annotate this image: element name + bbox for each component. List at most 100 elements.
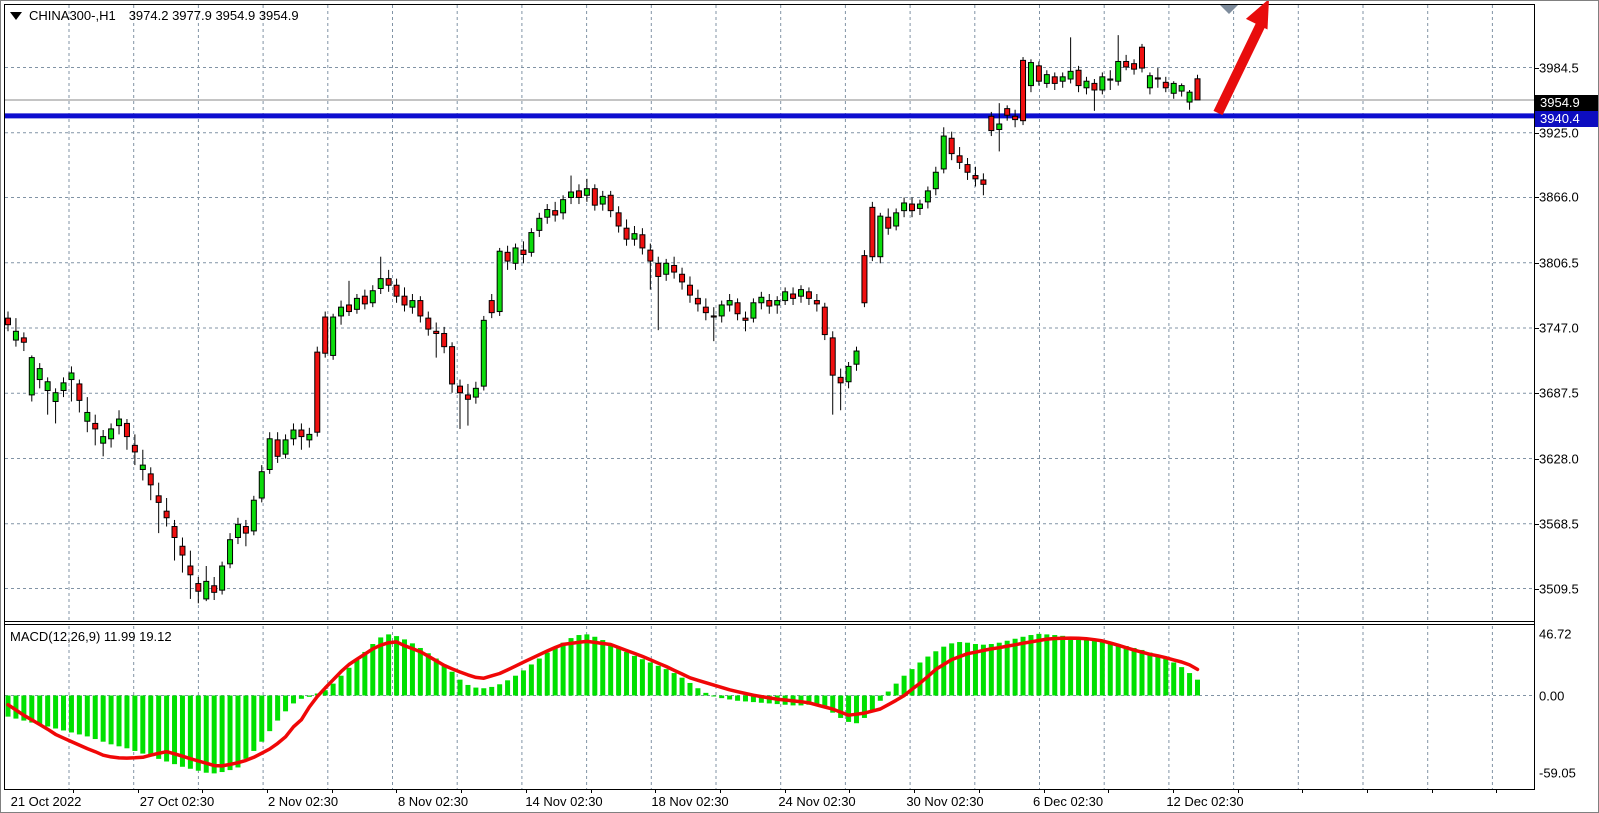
macd-histogram-bar: [719, 695, 725, 699]
macd-histogram-bar: [211, 695, 217, 774]
candle-body: [12, 330, 19, 341]
candle-body: [1043, 74, 1050, 84]
macd-histogram-bar: [1155, 655, 1161, 696]
time-tick-mark: [396, 790, 397, 793]
candle-body: [829, 337, 836, 376]
candle-body: [655, 262, 662, 277]
time-tick-label: 21 Oct 2022: [10, 794, 82, 809]
candle-body: [195, 583, 202, 592]
candle-body: [1027, 62, 1034, 87]
candle-body: [234, 523, 241, 538]
candle-body: [996, 123, 1003, 130]
candle-body: [20, 337, 27, 343]
candle-body: [1035, 65, 1042, 82]
candle-body: [227, 539, 234, 565]
macd-histogram-bar: [941, 646, 947, 696]
macd-histogram-bar: [330, 683, 336, 696]
time-tick-mark: [785, 790, 786, 793]
price-tick-mark: [1535, 589, 1539, 590]
candle-body: [1178, 85, 1185, 92]
candle-body: [282, 439, 289, 455]
time-tick-mark: [1496, 790, 1497, 793]
candle-body: [766, 300, 773, 307]
macd-histogram-bar: [671, 673, 677, 696]
candle-body: [353, 297, 360, 310]
macd-histogram-bar: [76, 695, 82, 735]
macd-histogram-bar: [219, 695, 225, 773]
macd-histogram-bar: [838, 695, 844, 718]
candle-body: [322, 316, 329, 354]
main-chart-canvas[interactable]: [5, 1, 1534, 623]
candle-body: [702, 306, 709, 314]
macd-histogram-bar: [53, 695, 59, 729]
macd-histogram-bar: [909, 669, 915, 696]
candle-body: [575, 190, 582, 198]
macd-histogram-bar: [988, 644, 994, 696]
candle-body: [179, 545, 186, 556]
time-tick-mark: [1173, 790, 1174, 793]
candle-body: [100, 436, 107, 444]
macd-histogram-bar: [1004, 640, 1010, 696]
main-grid: [5, 5, 1534, 621]
trend-arrow-shaft: [1213, 21, 1266, 116]
macd-histogram-bar: [497, 684, 503, 696]
candle-body: [425, 317, 432, 330]
candle-body: [219, 565, 226, 591]
candle-body: [726, 300, 733, 306]
candle-body: [338, 306, 345, 317]
macd-histogram-bar: [195, 695, 201, 771]
price-tick-label: 3925.0: [1539, 125, 1579, 141]
macd-histogram-bar: [576, 635, 582, 696]
candle-body: [980, 179, 987, 185]
time-tick-label: 14 Nov 02:30: [525, 794, 603, 809]
candle-body: [274, 439, 281, 457]
macd-histogram-bar: [465, 684, 471, 696]
candle-body: [1154, 77, 1161, 80]
trend-arrow-head: [1245, 1, 1269, 30]
macd-histogram-bar: [322, 690, 328, 696]
macd-histogram-bar: [1139, 649, 1145, 696]
price-tick-label: 3687.5: [1539, 385, 1579, 401]
candle-body: [520, 249, 527, 256]
candle-body: [504, 251, 511, 262]
chart-shift-marker-icon[interactable]: [1220, 5, 1238, 14]
macd-histogram-bar: [481, 688, 487, 696]
candle-body: [1067, 70, 1074, 80]
candle-body: [5, 317, 11, 326]
macd-histogram-bar: [949, 643, 955, 696]
macd-indicator-canvas[interactable]: [5, 626, 1534, 789]
time-tick-mark: [1238, 790, 1239, 793]
macd-histogram-bar: [1083, 638, 1089, 696]
macd-histogram-bar: [441, 664, 447, 696]
candle-body: [813, 300, 820, 305]
time-tick-mark: [1367, 790, 1368, 793]
macd-histogram-bar: [735, 695, 741, 701]
panel-separator-lower: [5, 624, 1534, 625]
macd-histogram-bar: [84, 695, 90, 737]
level-line-price-label: 3940.4: [1535, 111, 1598, 127]
candle-body: [893, 212, 900, 227]
candle-body: [1138, 46, 1145, 69]
macd-histogram-bar: [156, 695, 162, 759]
candle-body: [457, 385, 464, 394]
macd-histogram-bar: [639, 659, 645, 696]
candle-body: [250, 499, 257, 532]
macd-histogram-bar: [235, 695, 241, 768]
candle-body: [821, 306, 828, 336]
candle-body: [258, 471, 265, 499]
macd-histogram-bar: [227, 695, 233, 771]
price-tick-label: 3866.0: [1539, 189, 1579, 205]
macd-histogram-bar: [179, 695, 185, 767]
macd-histogram-bar: [1131, 647, 1137, 696]
candle-body: [718, 304, 725, 317]
time-tick-label: 27 Oct 02:30: [139, 794, 215, 809]
symbol-dropdown-icon[interactable]: [10, 11, 22, 20]
candle-body: [607, 194, 614, 212]
macd-histogram-bar: [148, 695, 154, 757]
macd-histogram-bar: [584, 634, 590, 696]
candle-body: [131, 444, 138, 453]
macd-histogram-bar: [505, 680, 511, 696]
candle-body: [1012, 115, 1019, 121]
candle-body: [68, 372, 75, 381]
time-tick-label: 6 Dec 02:30: [1032, 794, 1104, 809]
